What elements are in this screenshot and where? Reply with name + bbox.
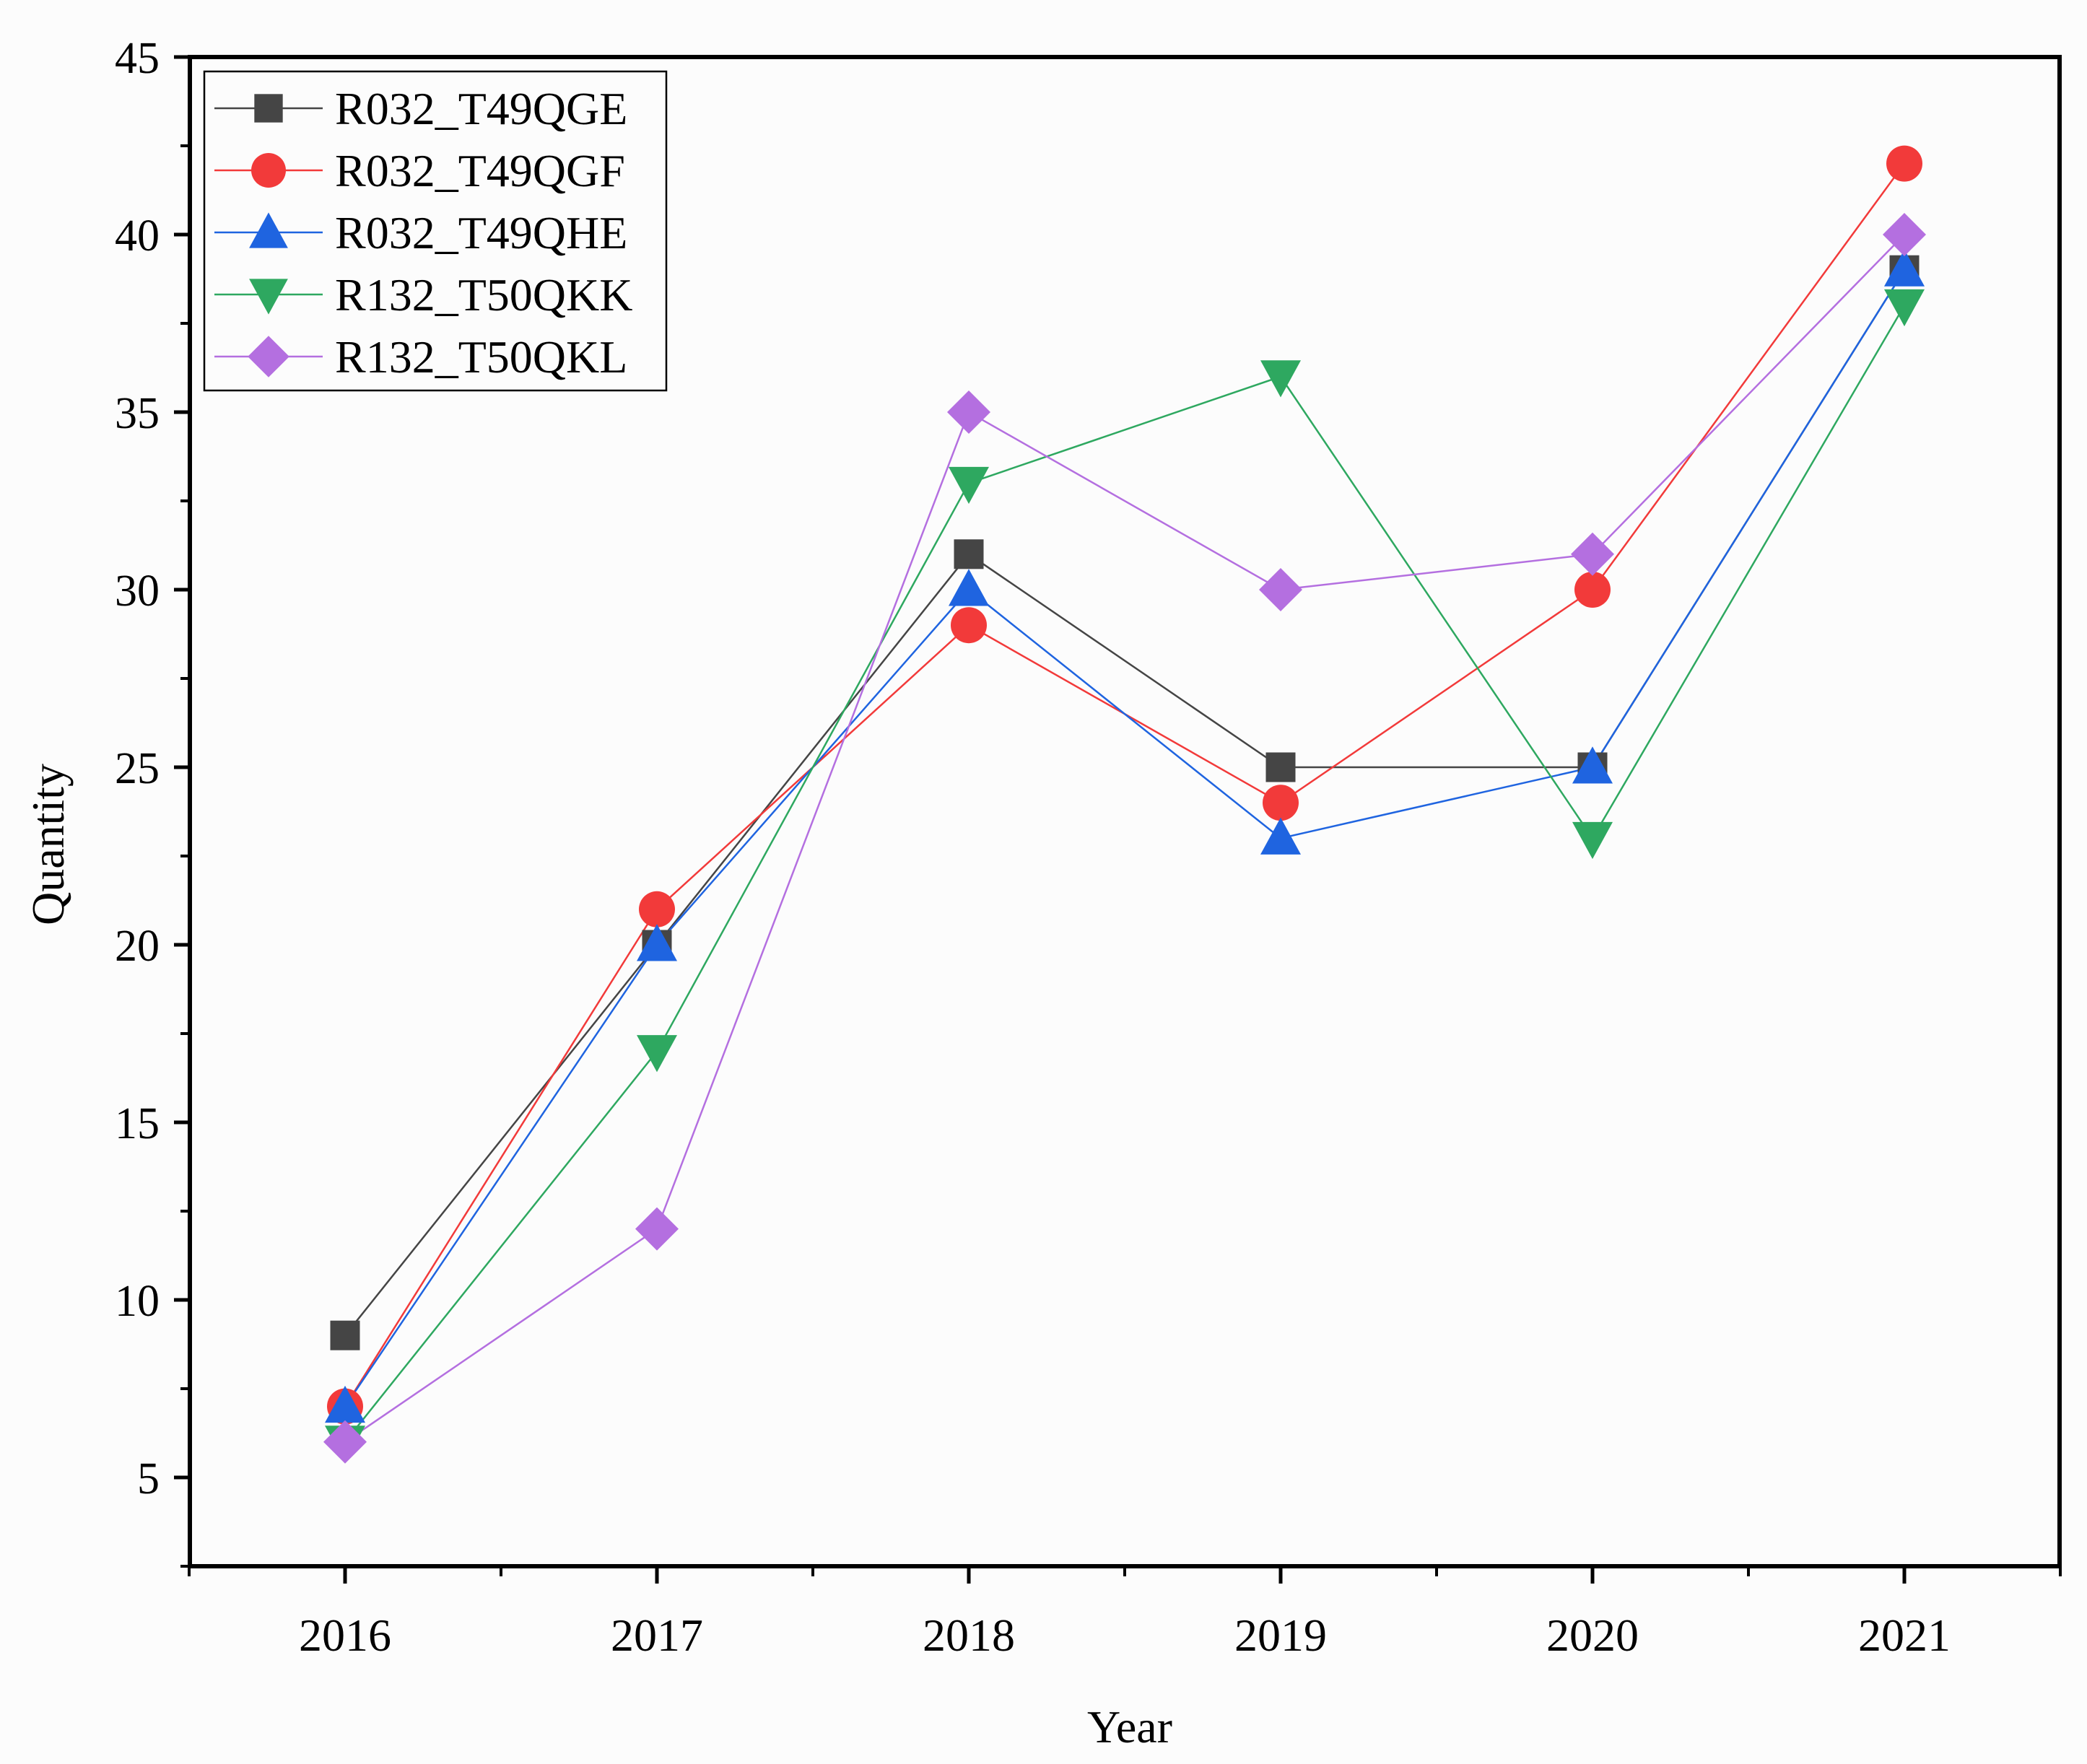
- axes-layer: 5 10 15 20 25 30 35 40 45 2016 2017 2018 2019 2020 202…: [115, 34, 2062, 1661]
- legend-label: R032_T49QGF: [335, 145, 625, 196]
- data-point: [1571, 532, 1614, 576]
- y-tick-label: 45: [115, 34, 160, 83]
- y-tick-label: 25: [115, 744, 160, 793]
- data-point: [1572, 746, 1613, 784]
- series-line: [344, 269, 1906, 1407]
- data-point: [951, 607, 987, 644]
- x-axis-label: Year: [1087, 1701, 1172, 1752]
- data-point: [1886, 145, 1922, 182]
- y-tick-label: 30: [115, 567, 160, 616]
- data-point: [1574, 572, 1611, 608]
- x-tick-label: 2016: [299, 1610, 391, 1661]
- legend-marker: [254, 94, 283, 123]
- legend-box: [203, 70, 668, 392]
- y-tick-label: 5: [137, 1454, 160, 1503]
- data-point: [637, 1035, 677, 1073]
- legend-marker: [251, 153, 286, 188]
- y-axis-label: Quantity: [22, 764, 74, 925]
- y-tick-label: 35: [115, 389, 160, 438]
- data-point: [323, 1420, 367, 1464]
- legend-marker: [249, 212, 288, 248]
- data-point: [1260, 817, 1301, 855]
- x-tick-label: 2020: [1546, 1610, 1639, 1661]
- data-point: [635, 1207, 679, 1251]
- data-point: [637, 924, 677, 961]
- data-point: [949, 466, 989, 505]
- y-tick-label: 40: [115, 211, 160, 261]
- data-point: [330, 1320, 360, 1350]
- x-tick-label: 2021: [1858, 1610, 1951, 1661]
- legend-label: R032_T49QGE: [335, 83, 627, 134]
- y-tick-label: 10: [115, 1277, 160, 1326]
- legend-label: R032_T49QHE: [335, 207, 627, 258]
- y-tick-label: 20: [115, 922, 160, 971]
- data-point: [1884, 249, 1925, 287]
- x-tick-label: 2019: [1234, 1610, 1327, 1661]
- data-point: [639, 891, 675, 927]
- data-point: [1883, 213, 1926, 256]
- y-tick-label: 15: [115, 1099, 160, 1148]
- legend: R032_T49QGE R032_T49QGF R032_T49QHE R132_T5…: [203, 70, 668, 392]
- legend-marker: [249, 279, 288, 315]
- data-point: [1260, 360, 1301, 398]
- data-point: [954, 539, 984, 569]
- legend-label: R132_T50QKL: [335, 331, 627, 383]
- data-point: [1265, 752, 1296, 782]
- data-point: [947, 390, 990, 434]
- data-point: [1884, 289, 1925, 327]
- data-point: [325, 1385, 365, 1423]
- series-layer: [323, 145, 1926, 1464]
- data-point: [949, 569, 989, 606]
- data-point: [1572, 821, 1613, 860]
- x-tick-label: 2018: [923, 1610, 1015, 1661]
- legend-marker: [248, 336, 289, 377]
- series-line: [344, 234, 1905, 1443]
- data-point: [1263, 785, 1299, 821]
- legend-label: R132_T50QKK: [335, 269, 632, 320]
- data-point: [1259, 568, 1302, 611]
- x-tick-label: 2017: [611, 1610, 703, 1661]
- series-line: [344, 305, 1906, 1443]
